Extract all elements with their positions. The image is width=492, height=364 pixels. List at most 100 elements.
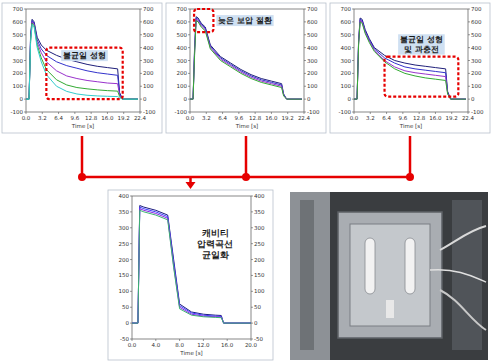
x-tick	[206, 112, 207, 114]
y-tick	[188, 73, 190, 74]
x-tick-label: 19.2	[282, 115, 294, 121]
y-tick	[188, 60, 190, 61]
panel-frame	[2, 3, 162, 133]
series-line	[132, 206, 251, 324]
y2-tick-label: 500	[471, 32, 482, 38]
photo-background	[290, 192, 488, 360]
y-tick	[130, 291, 132, 292]
y2-tick	[251, 259, 253, 260]
chart-panel: -1000100200300400500600700-1000100200300…	[330, 3, 490, 133]
y-tick-label: 100	[119, 288, 130, 294]
y-tick-label: 100	[341, 83, 352, 89]
x-tick	[107, 112, 108, 114]
x-tick	[203, 339, 204, 341]
y2-tick-label: 700	[143, 6, 154, 12]
y-tick	[352, 21, 354, 22]
x-tick	[251, 339, 252, 341]
x-tick	[132, 339, 133, 341]
y2-tick	[251, 196, 253, 197]
x-tick-label: 16.0	[101, 115, 114, 121]
x-axis-title: Time [s]	[179, 350, 202, 356]
y2-tick-label: 500	[307, 32, 318, 38]
y-tick	[130, 227, 132, 228]
y2-tick	[251, 243, 253, 244]
y-tick	[188, 21, 190, 22]
x-tick	[190, 112, 191, 114]
y-tick	[352, 47, 354, 48]
y2-tick	[251, 227, 253, 228]
y-tick-label: 0	[20, 96, 24, 102]
y2-tick-label: 500	[143, 32, 154, 38]
y2-tick-label: 600	[143, 19, 154, 25]
y-tick-label: 100	[177, 83, 188, 89]
y2-tick	[251, 323, 253, 324]
y2-tick-label: 600	[471, 19, 482, 25]
y2-tick-label: 600	[307, 19, 318, 25]
x-tick	[227, 339, 228, 341]
y-tick-label: 300	[341, 58, 352, 64]
x-tick	[123, 112, 124, 114]
y2-tick-label: 400	[307, 45, 318, 51]
sensor-cable	[440, 226, 486, 250]
y-tick-label: 150	[119, 272, 130, 278]
x-tick	[155, 339, 156, 341]
x-tick	[140, 112, 141, 114]
panel-frame	[330, 3, 490, 133]
series-line	[26, 22, 138, 99]
label-patch	[398, 34, 445, 54]
x-tick-label: 0.0	[350, 115, 359, 121]
x-tick-label: 12.0	[197, 342, 210, 348]
x-tick-label: 3.2	[38, 115, 47, 121]
mold-plate	[338, 212, 442, 338]
x-tick	[468, 112, 469, 114]
x-tick-label: 16.0	[429, 115, 442, 121]
x-tick-label: 6.4	[54, 115, 63, 121]
y-tick-label: 300	[119, 225, 130, 231]
y2-tick-label: 700	[471, 6, 482, 12]
highlight-box	[194, 9, 213, 32]
x-tick	[26, 112, 27, 114]
y-tick	[188, 99, 190, 100]
runner	[386, 300, 394, 318]
x-tick-label: 6.4	[218, 115, 227, 121]
x-tick-label: 6.4	[382, 115, 391, 121]
series-group	[132, 206, 251, 324]
y2-tick	[304, 21, 306, 22]
y-tick	[188, 86, 190, 87]
series-line	[354, 18, 466, 99]
y2-tick-label: 300	[254, 225, 265, 231]
x-tick	[386, 112, 387, 114]
x-axis-title: Time [s]	[71, 123, 94, 129]
x-tick	[435, 112, 436, 114]
y-tick	[24, 21, 26, 22]
series-line	[26, 19, 138, 99]
chart-panel: -1000100200300400500600700-1000100200300…	[2, 3, 162, 133]
y-tick	[352, 86, 354, 87]
y2-tick	[304, 73, 306, 74]
y-tick-label: 700	[13, 6, 24, 12]
x-tick-label: 22.4	[462, 115, 475, 121]
series-line	[354, 19, 466, 99]
y2-tick	[140, 9, 142, 10]
highlight-box	[385, 57, 459, 97]
y-tick-label: 500	[13, 32, 24, 38]
y2-tick-label: 400	[471, 45, 482, 51]
y-tick	[352, 73, 354, 74]
x-tick-label: 19.2	[446, 115, 458, 121]
y-tick-label: 250	[119, 241, 130, 247]
x-tick-label: 9.6	[234, 115, 243, 121]
x-tick-label: 9.6	[70, 115, 79, 121]
y-tick	[352, 9, 354, 10]
x-axis-title: Time [s]	[235, 123, 258, 129]
x-tick-label: 22.4	[298, 115, 311, 121]
y2-tick	[140, 60, 142, 61]
x-tick-label: 8.0	[175, 342, 184, 348]
x-axis-title: Time [s]	[399, 123, 422, 129]
x-tick-label: 16.0	[221, 342, 234, 348]
y-tick-label: 600	[341, 19, 352, 25]
y-tick	[188, 34, 190, 35]
connector-line	[245, 136, 248, 177]
y2-tick-label: 200	[254, 257, 265, 263]
y-tick-label: 350	[119, 209, 130, 215]
panel-frame	[166, 3, 326, 133]
